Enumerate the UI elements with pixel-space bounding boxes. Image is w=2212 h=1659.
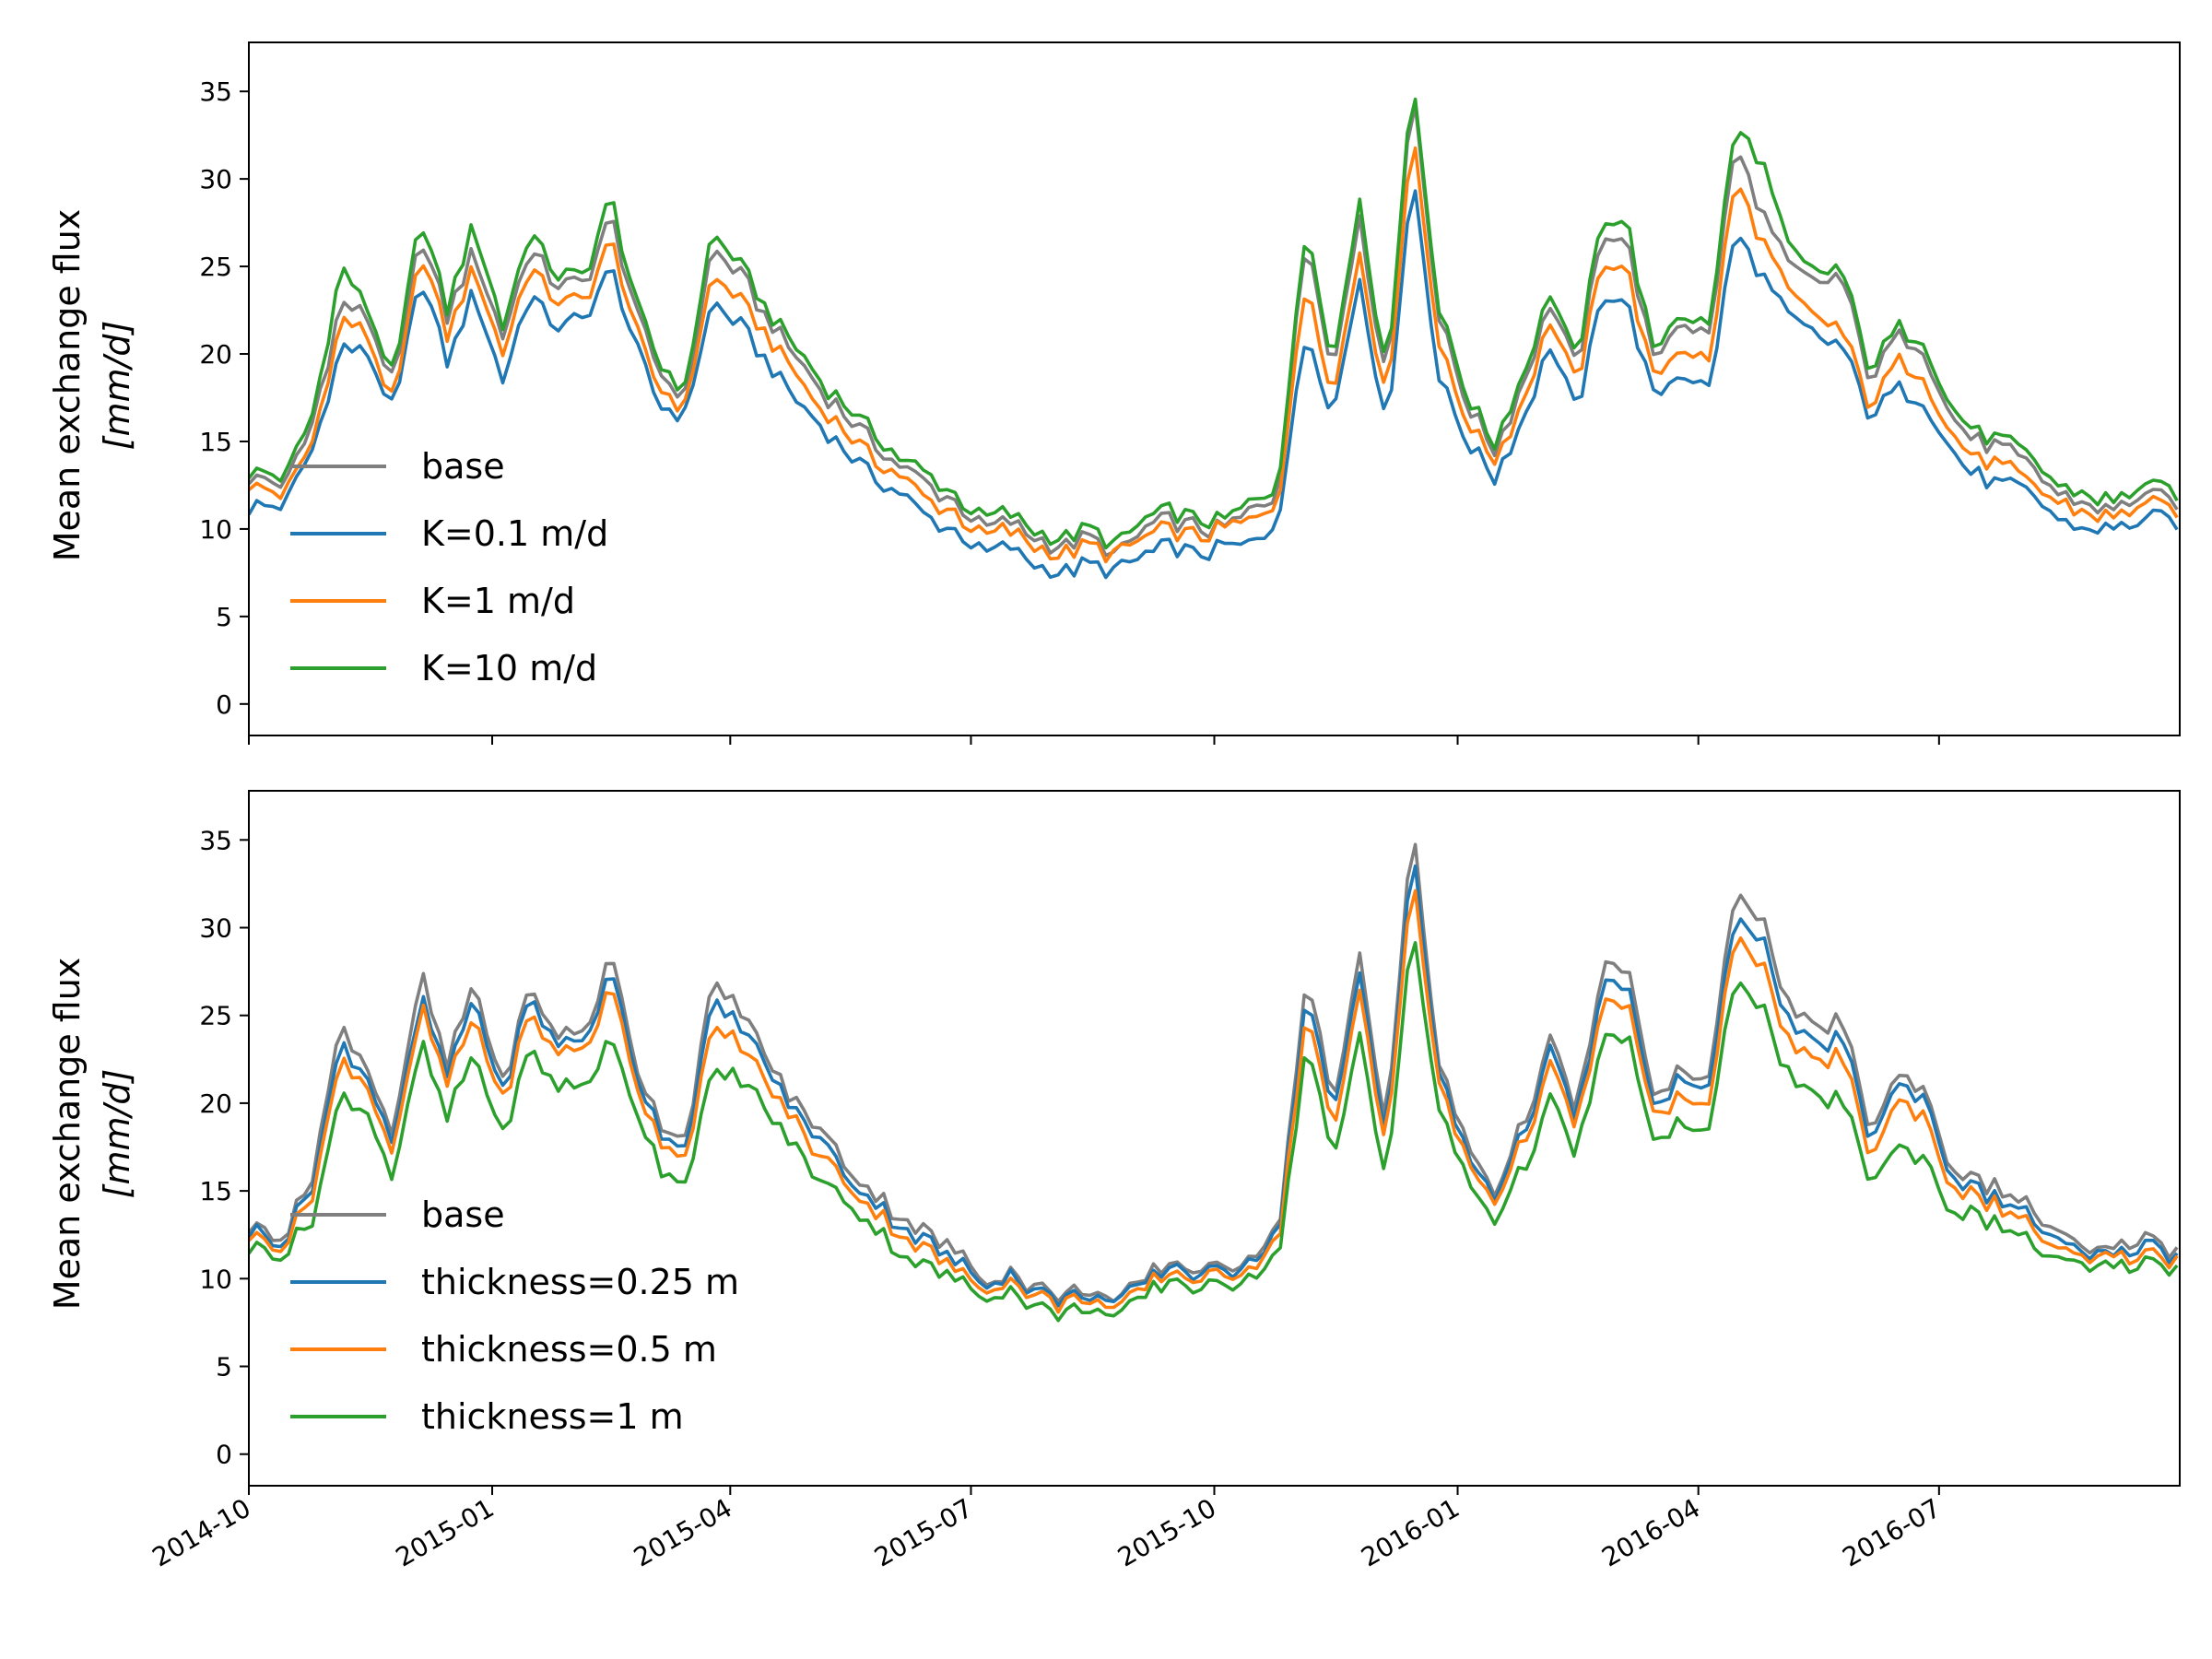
legend-label: K=10 m/d — [421, 648, 597, 688]
top-y-axis-unit: [mm/d] — [97, 321, 137, 451]
series-line — [249, 940, 2179, 1323]
y-tick-label: 15 — [199, 427, 232, 457]
series-line — [249, 842, 2179, 1303]
y-tick-label: 30 — [199, 913, 232, 944]
top-axes-frame — [248, 41, 2181, 736]
series-line — [249, 888, 2179, 1314]
bottom-y-axis-title: Mean exchange flux — [47, 958, 88, 1311]
legend-label: thickness=0.25 m — [421, 1262, 739, 1302]
bottom-y-ticks: 0 5 10 15 20 25 30 35 — [199, 825, 249, 1470]
y-tick-label: 0 — [216, 689, 232, 720]
y-tick-label: 35 — [199, 76, 232, 107]
y-tick-label: 10 — [199, 1264, 232, 1294]
series-line — [249, 146, 2179, 564]
legend-label: thickness=0.5 m — [421, 1329, 717, 1370]
y-tick-label: 15 — [199, 1176, 232, 1206]
series-line — [249, 97, 2179, 550]
top-y-ticks: 0 5 10 15 20 25 30 35 — [199, 76, 249, 720]
legend-label: K=0.1 m/d — [421, 513, 608, 554]
legend-label: base — [421, 1194, 505, 1235]
top-y-axis-title: Mean exchange flux — [47, 209, 88, 562]
bottom-plot-area — [249, 842, 2179, 1323]
top-legend: base K=0.1 m/d K=1 m/d K=10 m/d — [290, 446, 608, 688]
y-tick-label: 20 — [199, 339, 232, 370]
legend-label: thickness=1 m — [421, 1396, 684, 1437]
y-tick-label: 5 — [216, 1352, 232, 1382]
bottom-y-axis-unit: [mm/d] — [97, 1069, 137, 1199]
y-tick-label: 35 — [199, 825, 232, 855]
legend-label: base — [421, 446, 505, 487]
y-tick-label: 10 — [199, 514, 232, 545]
top-y-axis-label: Mean exchange flux [mm/d] — [47, 209, 137, 562]
top-plot-area — [249, 97, 2179, 580]
bottom-legend: base thickness=0.25 m thickness=0.5 m thick… — [290, 1194, 739, 1437]
series-line — [249, 189, 2179, 580]
top-panel: Mean exchange flux [mm/d] 0 5 10 15 20 25 30 35… — [47, 41, 2181, 745]
y-tick-label: 25 — [199, 252, 232, 282]
legend-label: K=1 m/d — [421, 581, 575, 621]
y-tick-label: 0 — [216, 1440, 232, 1470]
y-tick-label: 20 — [199, 1088, 232, 1119]
series-line — [249, 864, 2179, 1308]
y-tick-label: 5 — [216, 602, 232, 632]
y-tick-label: 30 — [199, 164, 232, 194]
bottom-y-axis-label: Mean exchange flux [mm/d] — [47, 958, 137, 1311]
y-tick-label: 25 — [199, 1001, 232, 1031]
top-x-ticks — [248, 735, 1940, 745]
bottom-axes-frame — [248, 790, 2181, 1487]
